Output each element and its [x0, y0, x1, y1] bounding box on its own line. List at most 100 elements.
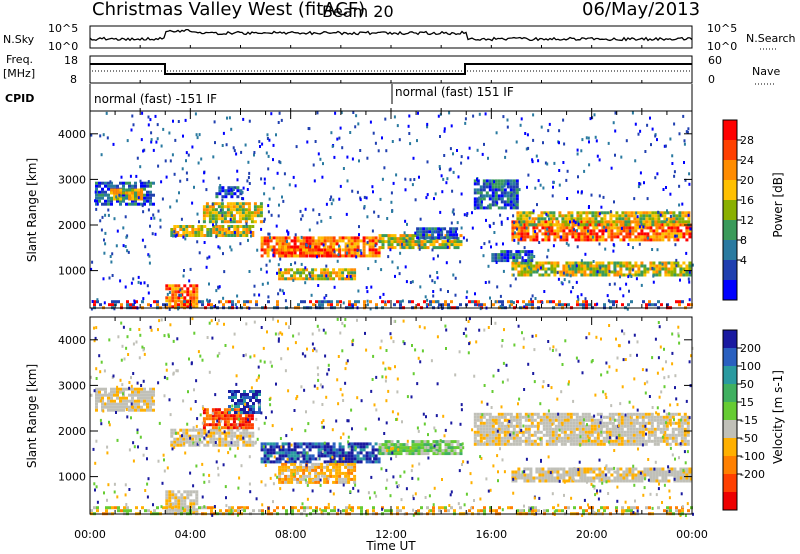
heatmap-cell — [174, 502, 178, 506]
heatmap-cell — [526, 229, 530, 233]
heatmap-cell — [234, 402, 237, 405]
heatmap-cell — [128, 405, 131, 409]
heatmap-cell — [137, 402, 140, 406]
heatmap-cell — [614, 442, 618, 446]
scatter-cell — [103, 238, 105, 242]
heatmap-cell — [553, 267, 557, 271]
scatter-cell — [673, 174, 676, 178]
heatmap-cell — [308, 471, 312, 475]
heatmap-cell — [547, 226, 551, 230]
heatmap-cell — [584, 412, 588, 416]
scatter-cell — [535, 154, 538, 158]
scatter-cell — [261, 142, 264, 146]
heatmap-cell — [387, 300, 390, 304]
heatmap-cell — [479, 421, 483, 425]
heatmap-cell — [471, 300, 474, 304]
scatter-cell — [452, 170, 455, 174]
heatmap-cell — [681, 220, 685, 224]
heatmap-cell — [554, 442, 558, 446]
heatmap-cell — [610, 229, 614, 233]
heatmap-cell — [520, 476, 524, 480]
heatmap-cell — [314, 251, 318, 255]
heatmap-cell — [594, 220, 598, 224]
heatmap-cell — [616, 273, 620, 277]
heatmap-cell — [365, 457, 369, 461]
heatmap-cell — [338, 277, 342, 281]
heatmap-cell — [189, 499, 193, 503]
heatmap-cell — [212, 225, 216, 228]
heatmap-cell — [249, 399, 252, 402]
heatmap-cell — [335, 468, 339, 472]
heatmap-cell — [180, 502, 184, 506]
heatmap-cell — [192, 287, 196, 291]
heatmap-cell — [482, 424, 486, 428]
heatmap-cell — [248, 440, 252, 444]
heatmap-cell — [420, 443, 424, 447]
heatmap-cell — [419, 236, 423, 240]
heatmap-cell — [596, 436, 600, 440]
heatmap-cell — [610, 220, 614, 224]
scatter-cell — [233, 231, 236, 234]
heatmap-cell — [236, 440, 240, 444]
heatmap-cell — [197, 443, 201, 447]
scatter-cell — [625, 282, 628, 286]
heatmap-cell — [497, 439, 501, 443]
scatter-cell — [562, 118, 565, 122]
heatmap-cell — [527, 433, 531, 437]
heatmap-cell — [263, 457, 267, 461]
heatmap-cell — [246, 300, 249, 304]
heatmap-cell — [523, 467, 527, 471]
heatmap-cell — [180, 296, 184, 300]
heatmap-cell — [416, 236, 420, 240]
heatmap-cell — [634, 235, 638, 239]
nave-tick-bottom: 0 — [708, 73, 715, 86]
heatmap-cell — [669, 220, 673, 224]
heatmap-cell — [98, 184, 101, 188]
heatmap-cell — [544, 476, 548, 480]
scatter-cell — [598, 194, 601, 198]
scatter-cell — [206, 256, 209, 260]
heatmap-cell — [567, 217, 571, 221]
scatter-cell — [494, 300, 497, 304]
scatter-cell — [483, 242, 486, 246]
heatmap-cell — [509, 197, 513, 201]
heatmap-cell — [305, 248, 309, 252]
heatmap-cell — [527, 253, 531, 257]
heatmap-cell — [479, 188, 483, 192]
heatmap-cell — [497, 427, 501, 431]
heatmap-cell — [571, 232, 575, 236]
heatmap-cell — [670, 273, 674, 277]
heatmap-cell — [497, 182, 501, 186]
heatmap-cell — [526, 235, 530, 239]
scatter-cell — [281, 195, 283, 199]
heatmap-cell — [557, 421, 561, 425]
heatmap-cell — [548, 430, 552, 434]
heatmap-cell — [670, 267, 674, 271]
heatmap-cell — [101, 202, 104, 206]
heatmap-cell — [202, 217, 206, 221]
heatmap-cell — [246, 396, 249, 399]
heatmap-cell — [152, 202, 155, 206]
heatmap-cell — [362, 454, 366, 458]
heatmap-cell — [368, 254, 372, 258]
heatmap-cell — [589, 270, 593, 274]
scatter-cell — [691, 263, 694, 267]
heatmap-cell — [503, 415, 507, 419]
heatmap-cell — [293, 442, 297, 446]
heatmap-cell — [634, 264, 638, 268]
heatmap-cell — [95, 181, 98, 185]
scatter-cell — [115, 195, 118, 199]
heatmap-cell — [422, 230, 426, 234]
heatmap-cell — [221, 186, 225, 190]
heatmap-cell — [614, 430, 618, 434]
heatmap-cell — [447, 449, 451, 453]
heatmap-cell — [581, 412, 585, 416]
scatter-cell — [135, 174, 138, 178]
heatmap-cell — [596, 418, 600, 422]
scatter-cell — [267, 295, 270, 299]
heatmap-cell — [576, 300, 579, 304]
scatter-cell — [572, 219, 575, 223]
heatmap-cell — [371, 254, 375, 258]
heatmap-cell — [302, 268, 306, 272]
heatmap-cell — [321, 303, 324, 307]
